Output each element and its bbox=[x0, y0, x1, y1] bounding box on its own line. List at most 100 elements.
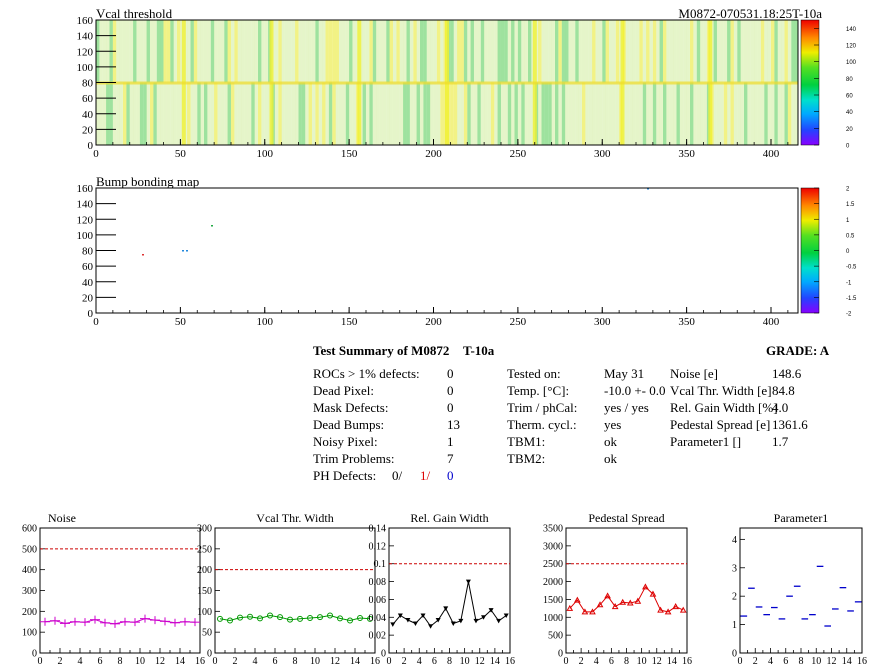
pixel-column-strip bbox=[416, 20, 420, 83]
pixel-column-strip bbox=[129, 20, 134, 83]
pixel-column-strip bbox=[197, 82, 201, 145]
pixel-column-strip bbox=[612, 82, 616, 145]
pixel-column-strip bbox=[440, 20, 444, 83]
pixel-column-strip bbox=[673, 20, 677, 83]
pixel-column-strip bbox=[679, 82, 684, 145]
colorbar-tick-label: -1 bbox=[846, 280, 852, 286]
pixel-column-strip bbox=[126, 82, 130, 145]
colorbar-tick-label: 0 bbox=[846, 249, 850, 255]
x-tick-label: 150 bbox=[341, 316, 358, 328]
x-tick-label: 350 bbox=[678, 148, 695, 160]
pixel-column-strip bbox=[609, 82, 613, 145]
pixel-column-strip bbox=[133, 82, 137, 145]
pixel-column-strip bbox=[781, 82, 785, 145]
pixel-column-strip bbox=[649, 20, 653, 83]
pixel-column-strip bbox=[571, 82, 576, 145]
pixel-column-strip bbox=[116, 20, 120, 83]
pixel-column-strip bbox=[514, 20, 518, 83]
colorbar-tick-label: 0 bbox=[846, 144, 850, 150]
pixel-column-strip bbox=[669, 20, 674, 83]
summary-label: Pedestal Spread [e] bbox=[670, 417, 771, 432]
pixel-column-strip bbox=[197, 20, 201, 83]
plot-title: Parameter1 bbox=[774, 511, 829, 525]
summary-value: 148.6 bbox=[772, 366, 802, 381]
x-tick-label: 4 bbox=[768, 656, 773, 667]
map2-dead-bump bbox=[647, 188, 649, 190]
summary-value: 0 bbox=[447, 366, 454, 381]
x-tick-label: 50 bbox=[175, 148, 187, 160]
pixel-column-strip bbox=[342, 82, 346, 145]
pixel-column-strip bbox=[501, 20, 505, 83]
data-point bbox=[428, 624, 434, 629]
y-tick-label: 3 bbox=[732, 563, 737, 574]
pixel-column-strip bbox=[632, 20, 636, 83]
pixel-column-strip bbox=[285, 82, 289, 145]
y-tick-label: 4 bbox=[732, 535, 737, 546]
y-tick-label: 0.12 bbox=[369, 541, 387, 552]
y-tick-label: 2 bbox=[732, 592, 737, 603]
pixel-column-strip bbox=[625, 82, 630, 145]
pixel-column-strip bbox=[308, 82, 312, 145]
x-tick-label: 10 bbox=[637, 656, 647, 667]
summary-value: 13 bbox=[447, 417, 460, 432]
pixel-column-strip bbox=[274, 82, 279, 145]
pixel-column-strip bbox=[136, 82, 140, 145]
pixel-column-strip bbox=[551, 82, 555, 145]
pixel-column-strip bbox=[237, 20, 242, 83]
pixel-column-strip bbox=[173, 82, 177, 145]
y-tick-label: 1500 bbox=[543, 595, 563, 606]
pixel-column-strip bbox=[744, 82, 748, 145]
pixel-column-strip bbox=[362, 82, 366, 145]
x-tick-label: 14 bbox=[175, 656, 185, 667]
pixel-column-strip bbox=[771, 20, 775, 83]
x-tick-label: 0 bbox=[738, 656, 743, 667]
pixel-column-strip bbox=[690, 20, 694, 83]
pixel-column-strip bbox=[207, 82, 211, 145]
pixel-column-strip bbox=[764, 82, 768, 145]
y-tick-label: 100 bbox=[77, 62, 94, 74]
pixel-column-strip bbox=[430, 82, 434, 145]
y-tick-label: 80 bbox=[82, 246, 94, 258]
y-tick-label: 100 bbox=[197, 607, 212, 618]
y-tick-label: 40 bbox=[82, 277, 94, 289]
pixel-column-strip bbox=[571, 20, 576, 83]
pixel-column-strip bbox=[163, 20, 167, 83]
y-tick-label: 3500 bbox=[543, 524, 563, 535]
map2-background bbox=[96, 188, 798, 313]
pixel-column-strip bbox=[663, 20, 667, 83]
x-tick-label: 14 bbox=[667, 656, 677, 667]
pixel-column-strip bbox=[396, 82, 400, 145]
summary-value: 1 bbox=[447, 434, 454, 449]
data-point bbox=[481, 615, 487, 620]
y-tick-label: 0 bbox=[88, 308, 94, 320]
pixel-column-strip bbox=[254, 20, 258, 83]
pixel-column-strip bbox=[521, 82, 525, 145]
y-tick-label: 80 bbox=[82, 78, 94, 90]
pixel-column-strip bbox=[420, 82, 424, 145]
pixel-column-strip bbox=[366, 20, 370, 83]
y-tick-label: 0 bbox=[381, 649, 386, 660]
data-point bbox=[297, 615, 303, 622]
summary-value: 1361.6 bbox=[772, 417, 808, 432]
pixel-column-strip bbox=[433, 82, 437, 145]
map2-dead-bump bbox=[211, 225, 213, 227]
pixel-column-strip bbox=[541, 20, 545, 83]
summary-value: 4.0 bbox=[772, 400, 789, 415]
pixel-column-strip bbox=[295, 82, 299, 145]
pixel-column-strip bbox=[646, 20, 650, 83]
pixel-column-strip bbox=[382, 20, 387, 83]
pixel-column-strip bbox=[389, 82, 393, 145]
pixel-column-strip bbox=[777, 20, 782, 83]
x-tick-label: 16 bbox=[195, 656, 205, 667]
colorbar-tick-label: 120 bbox=[846, 44, 857, 50]
pixel-column-strip bbox=[146, 82, 150, 145]
pixel-column-strip bbox=[575, 82, 579, 145]
grade-label: GRADE: A bbox=[766, 343, 830, 358]
pixel-column-strip bbox=[477, 20, 481, 83]
pixel-column-strip bbox=[376, 82, 380, 145]
y-tick-label: 2000 bbox=[543, 577, 563, 588]
map1-colorbar bbox=[800, 19, 820, 146]
